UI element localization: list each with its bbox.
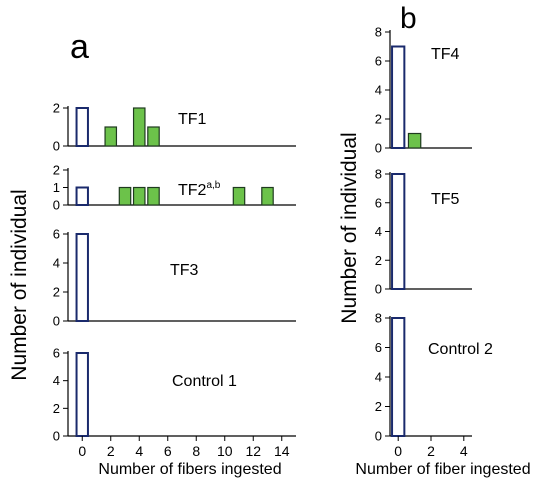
panel-a-xlabel: Number of fibers ingested [98,461,281,478]
x-tick-label: 12 [245,443,261,459]
bar [75,186,89,206]
bar [132,107,146,147]
series-label: TF5 [431,191,460,208]
y-tick-label: 8 [375,311,382,326]
bar [75,352,89,437]
bar [391,45,406,149]
panel-b-label: b [400,2,417,35]
y-tick-label: 0 [53,139,60,154]
x-tick-label: 0 [78,443,86,459]
bar [391,317,406,437]
x-tick-label: 2 [107,443,115,459]
y-tick-label: 4 [375,83,382,98]
bar [407,132,422,149]
bar [132,186,146,206]
subplot-tf1: 0 2 TF1 [53,101,296,154]
x-tick-label: 4 [460,443,468,459]
y-tick-label: 2 [375,399,382,414]
series-label: Control 1 [172,373,237,390]
y-tick-label: 4 [53,256,60,271]
y-tick-label: 0 [53,429,60,444]
panel-b-ylabel: Number of individual [338,132,361,323]
series-label-superscript: a,b [206,180,220,191]
x-tick-label: 0 [394,443,402,459]
y-tick-label: 6 [375,54,382,69]
bar [147,186,160,206]
x-tick-label: 10 [217,443,233,459]
y-tick-label: 0 [53,314,60,329]
series-label: TF2a,b [178,180,221,199]
y-tick-label: 4 [53,373,60,388]
x-tick-label: 6 [164,443,172,459]
y-tick-label: 0 [53,198,60,213]
y-tick-label: 2 [53,163,60,178]
y-tick-label: 6 [375,195,382,210]
y-tick-label: 6 [53,346,60,361]
x-tick-label: 4 [135,443,143,459]
subplot-tf3: 0 2 4 6 TF3 [53,227,296,329]
x-tick-label: 2 [427,443,435,459]
panel-a-ylabel: Number of individual [8,189,31,380]
y-tick-label: 8 [375,25,382,40]
series-label: TF3 [170,262,199,279]
bar [261,186,274,206]
y-tick-label: 2 [53,101,60,116]
y-tick-label: 2 [53,285,60,300]
y-tick-label: 4 [375,370,382,385]
subplot-tf2: 0 1 2 TF2a,b [53,163,296,213]
y-tick-label: 2 [375,112,382,127]
series-label: TF4 [431,46,460,63]
subplot-tf5: 0 2 4 6 8 TF5 [375,167,472,297]
subplot-control-1: 0 2 4 6 0 2 4 6 8 10 12 14 Control 1 [53,346,296,459]
bar [391,173,406,290]
bar [75,107,89,147]
y-tick-label: 0 [375,429,382,444]
series-label: TF1 [178,111,207,128]
y-tick-label: 0 [375,141,382,156]
x-tick-label: 14 [274,443,290,459]
panel-a-label: a [70,28,89,66]
y-tick-label: 1 [53,180,60,195]
y-tick-label: 6 [53,227,60,242]
bar [118,186,132,206]
bar [75,233,89,322]
panel-b-xlabel: Number of fiber ingested [355,461,530,478]
bar [232,186,246,206]
series-label: Control 2 [428,341,493,358]
y-tick-label: 8 [375,167,382,182]
y-tick-label: 2 [375,253,382,268]
y-tick-label: 4 [375,224,382,239]
y-tick-label: 0 [375,282,382,297]
y-tick-label: 2 [53,401,60,416]
bar [147,126,160,147]
y-tick-label: 6 [375,340,382,355]
subplot-control-2: 0 2 4 6 8 0 2 4 Control 2 [375,311,493,460]
subplot-tf4: 0 2 4 6 8 TF4 [375,25,472,156]
x-tick-label: 8 [192,443,200,459]
bar [104,126,118,147]
